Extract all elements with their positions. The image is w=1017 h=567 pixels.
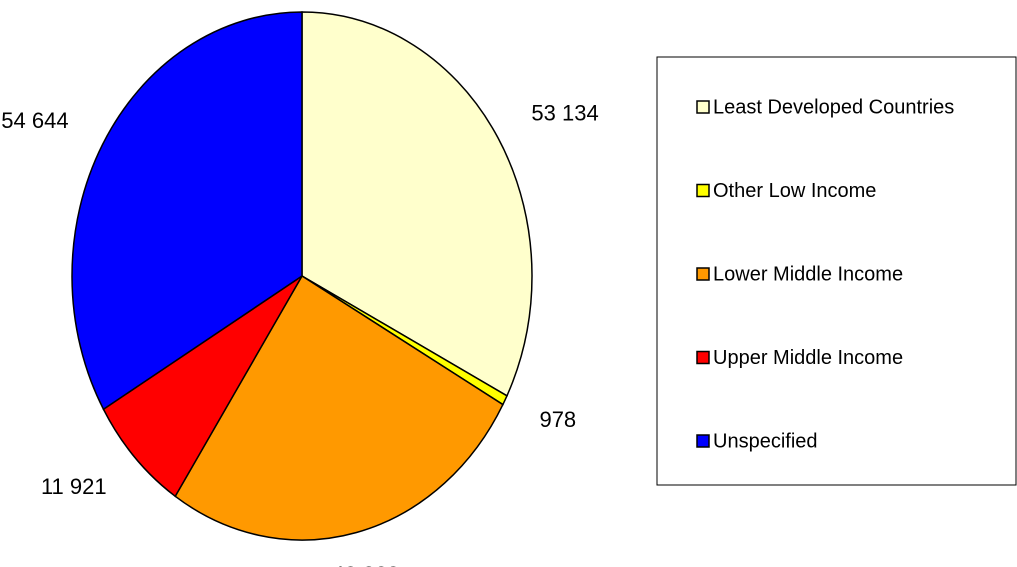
legend-label: Lower Middle Income	[713, 263, 903, 285]
data-label: 978	[539, 407, 576, 432]
legend-swatch	[696, 350, 710, 365]
legend-swatch	[696, 183, 710, 198]
legend-label: Least Developed Countries	[713, 96, 954, 118]
data-label: 54 644	[1, 108, 68, 133]
legend-swatch	[696, 267, 710, 281]
legend-box	[656, 56, 1017, 486]
pie-slice	[174, 274, 504, 541]
pie-slice	[71, 11, 303, 411]
legend-swatch	[696, 434, 710, 448]
data-label: 42 828	[332, 562, 399, 567]
data-label: 11 921	[41, 474, 107, 499]
pie-slice	[301, 11, 533, 397]
legend-label: Other Low Income	[713, 180, 876, 202]
legend-label: Unspecified	[713, 430, 818, 452]
data-label: 53 134	[531, 100, 598, 125]
legend-label: Upper Middle Income	[713, 347, 903, 369]
legend-swatch	[696, 100, 710, 114]
pie-slice	[102, 275, 303, 498]
